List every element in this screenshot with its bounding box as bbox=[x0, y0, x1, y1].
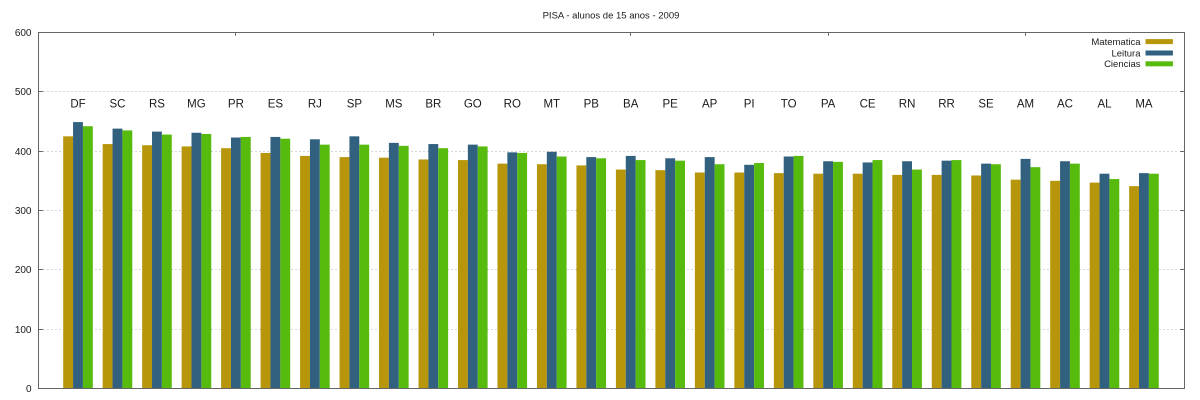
svg-text:MA: MA bbox=[1135, 99, 1153, 111]
svg-text:AC: AC bbox=[1057, 99, 1073, 111]
svg-text:CE: CE bbox=[860, 99, 876, 111]
svg-text:SC: SC bbox=[109, 99, 125, 111]
svg-text:SE: SE bbox=[978, 99, 994, 111]
svg-text:MG: MG bbox=[187, 99, 206, 111]
svg-text:400: 400 bbox=[15, 147, 32, 158]
svg-text:RO: RO bbox=[504, 99, 521, 111]
svg-text:300: 300 bbox=[15, 206, 32, 217]
svg-text:0: 0 bbox=[26, 384, 32, 395]
svg-text:500: 500 bbox=[15, 87, 32, 98]
svg-text:PE: PE bbox=[663, 99, 679, 111]
svg-text:RR: RR bbox=[938, 99, 955, 111]
svg-text:SP: SP bbox=[347, 99, 363, 111]
svg-text:GO: GO bbox=[464, 99, 482, 111]
svg-text:200: 200 bbox=[15, 265, 32, 276]
svg-text:PA: PA bbox=[821, 99, 836, 111]
svg-text:AP: AP bbox=[702, 99, 718, 111]
svg-text:RJ: RJ bbox=[308, 99, 322, 111]
svg-text:MT: MT bbox=[543, 99, 560, 111]
svg-text:MS: MS bbox=[385, 99, 403, 111]
svg-text:Ciencias: Ciencias bbox=[1104, 59, 1141, 70]
svg-text:Leitura: Leitura bbox=[1111, 48, 1141, 59]
svg-text:BA: BA bbox=[623, 99, 639, 111]
svg-text:ES: ES bbox=[268, 99, 284, 111]
svg-text:PR: PR bbox=[228, 99, 244, 111]
svg-text:TO: TO bbox=[781, 99, 797, 111]
svg-text:RN: RN bbox=[899, 99, 916, 111]
svg-text:RS: RS bbox=[149, 99, 165, 111]
svg-text:Matematica: Matematica bbox=[1091, 37, 1141, 48]
svg-text:PB: PB bbox=[584, 99, 600, 111]
svg-text:PISA - alunos de 15 anos - 200: PISA - alunos de 15 anos - 2009 bbox=[543, 10, 680, 21]
svg-text:DF: DF bbox=[70, 99, 85, 111]
svg-text:PI: PI bbox=[744, 99, 755, 111]
svg-text:AM: AM bbox=[1017, 99, 1034, 111]
svg-text:AL: AL bbox=[1097, 99, 1112, 111]
svg-text:600: 600 bbox=[15, 28, 32, 39]
svg-text:100: 100 bbox=[15, 325, 32, 336]
svg-text:BR: BR bbox=[425, 99, 441, 111]
